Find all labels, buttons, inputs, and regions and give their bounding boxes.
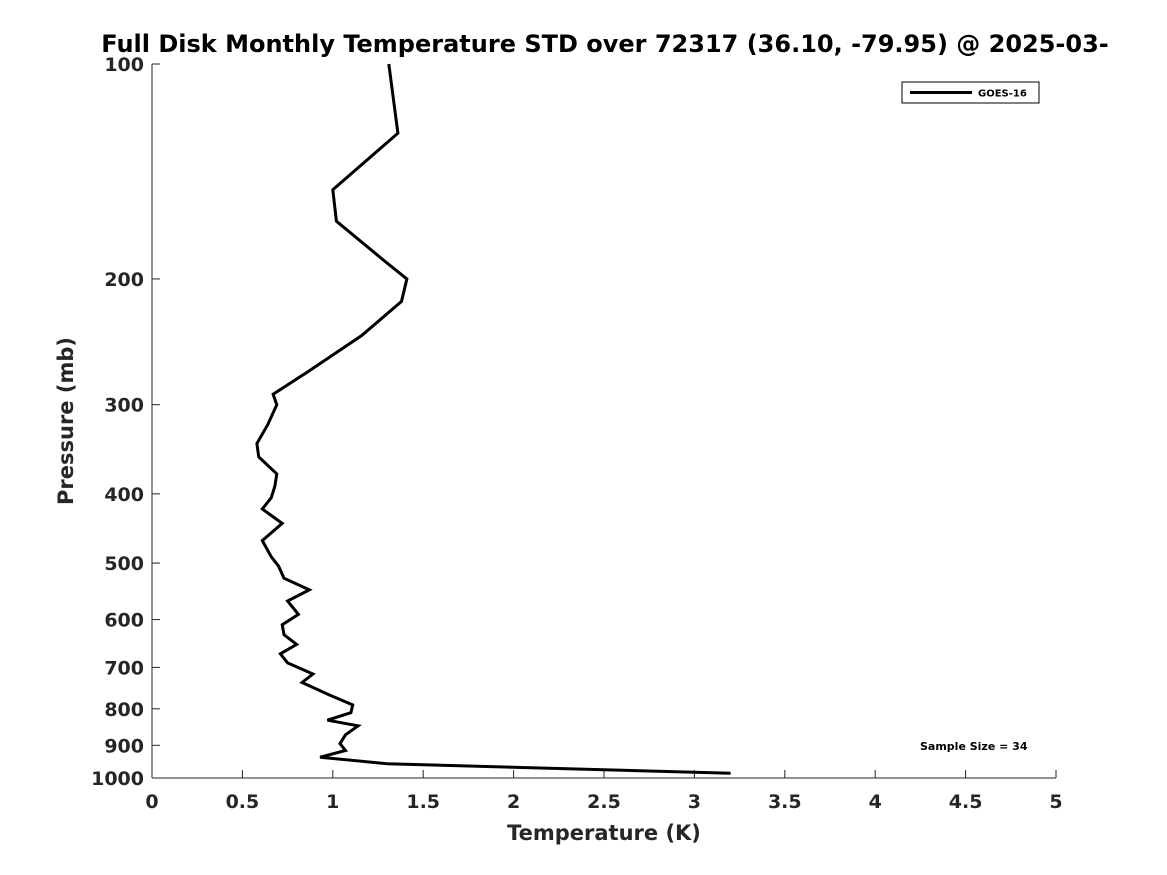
- x-tick-label: 3.5: [768, 791, 802, 813]
- x-ticks: 0 0.5 1 1.5 2 2.5 3 3.5 4 4.5 5: [145, 770, 1063, 813]
- x-axis-label: Temperature (K): [507, 821, 701, 845]
- y-tick-label: 500: [104, 553, 144, 575]
- x-tick-label: 1: [326, 791, 339, 813]
- x-tick-label: 5: [1049, 791, 1062, 813]
- x-tick-label: 3: [688, 791, 701, 813]
- series-layer: [255, 63, 731, 775]
- x-tick-label: 2.5: [587, 791, 621, 813]
- y-tick-label: 100: [104, 54, 144, 76]
- x-tick-label: 0: [145, 791, 158, 813]
- x-tick-label: 0.5: [226, 791, 260, 813]
- y-tick-label: 300: [104, 395, 144, 417]
- y-ticks: 100 200 300 400 500 600 700 800 900 1000: [91, 54, 160, 790]
- chart-title: Full Disk Monthly Temperature STD over 7…: [101, 30, 1108, 58]
- y-tick-label: 800: [104, 699, 144, 721]
- y-tick-label: 1000: [91, 768, 144, 790]
- y-tick-label: 200: [104, 269, 144, 291]
- y-tick-label: 900: [104, 735, 144, 757]
- x-tick-label: 4.5: [949, 791, 983, 813]
- legend-label: GOES-16: [978, 89, 1027, 100]
- x-tick-label: 4: [869, 791, 882, 813]
- series-line-goes-16: [255, 63, 731, 775]
- x-tick-label: 2: [507, 791, 520, 813]
- y-tick-label: 600: [104, 610, 144, 632]
- y-tick-label: 400: [104, 484, 144, 506]
- legend: GOES-16: [901, 81, 1040, 104]
- x-tick-label: 1.5: [406, 791, 440, 813]
- y-axis-label: Pressure (mb): [54, 337, 78, 505]
- sample-size-annotation: Sample Size = 34: [920, 740, 1028, 753]
- y-tick-label: 700: [104, 657, 144, 679]
- plot-area: [151, 64, 1056, 779]
